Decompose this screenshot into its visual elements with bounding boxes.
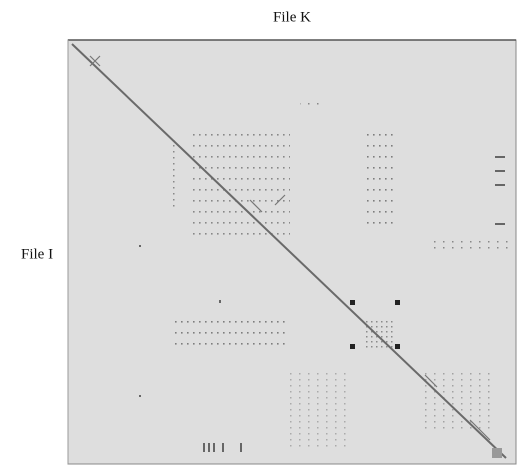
plot-area bbox=[67, 39, 517, 465]
title: File K bbox=[273, 9, 311, 25]
axis-label: File I bbox=[21, 246, 53, 262]
